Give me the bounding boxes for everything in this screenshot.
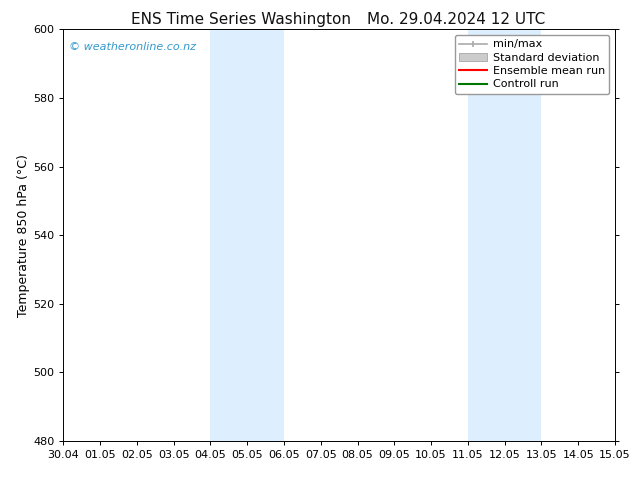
Y-axis label: Temperature 850 hPa (°C): Temperature 850 hPa (°C)	[17, 154, 30, 317]
Legend: min/max, Standard deviation, Ensemble mean run, Controll run: min/max, Standard deviation, Ensemble me…	[455, 35, 609, 94]
Text: ENS Time Series Washington: ENS Time Series Washington	[131, 12, 351, 27]
Bar	[210, 29, 284, 441]
Text: © weatheronline.co.nz: © weatheronline.co.nz	[69, 42, 196, 52]
Text: Mo. 29.04.2024 12 UTC: Mo. 29.04.2024 12 UTC	[367, 12, 546, 27]
Bar	[468, 29, 541, 441]
